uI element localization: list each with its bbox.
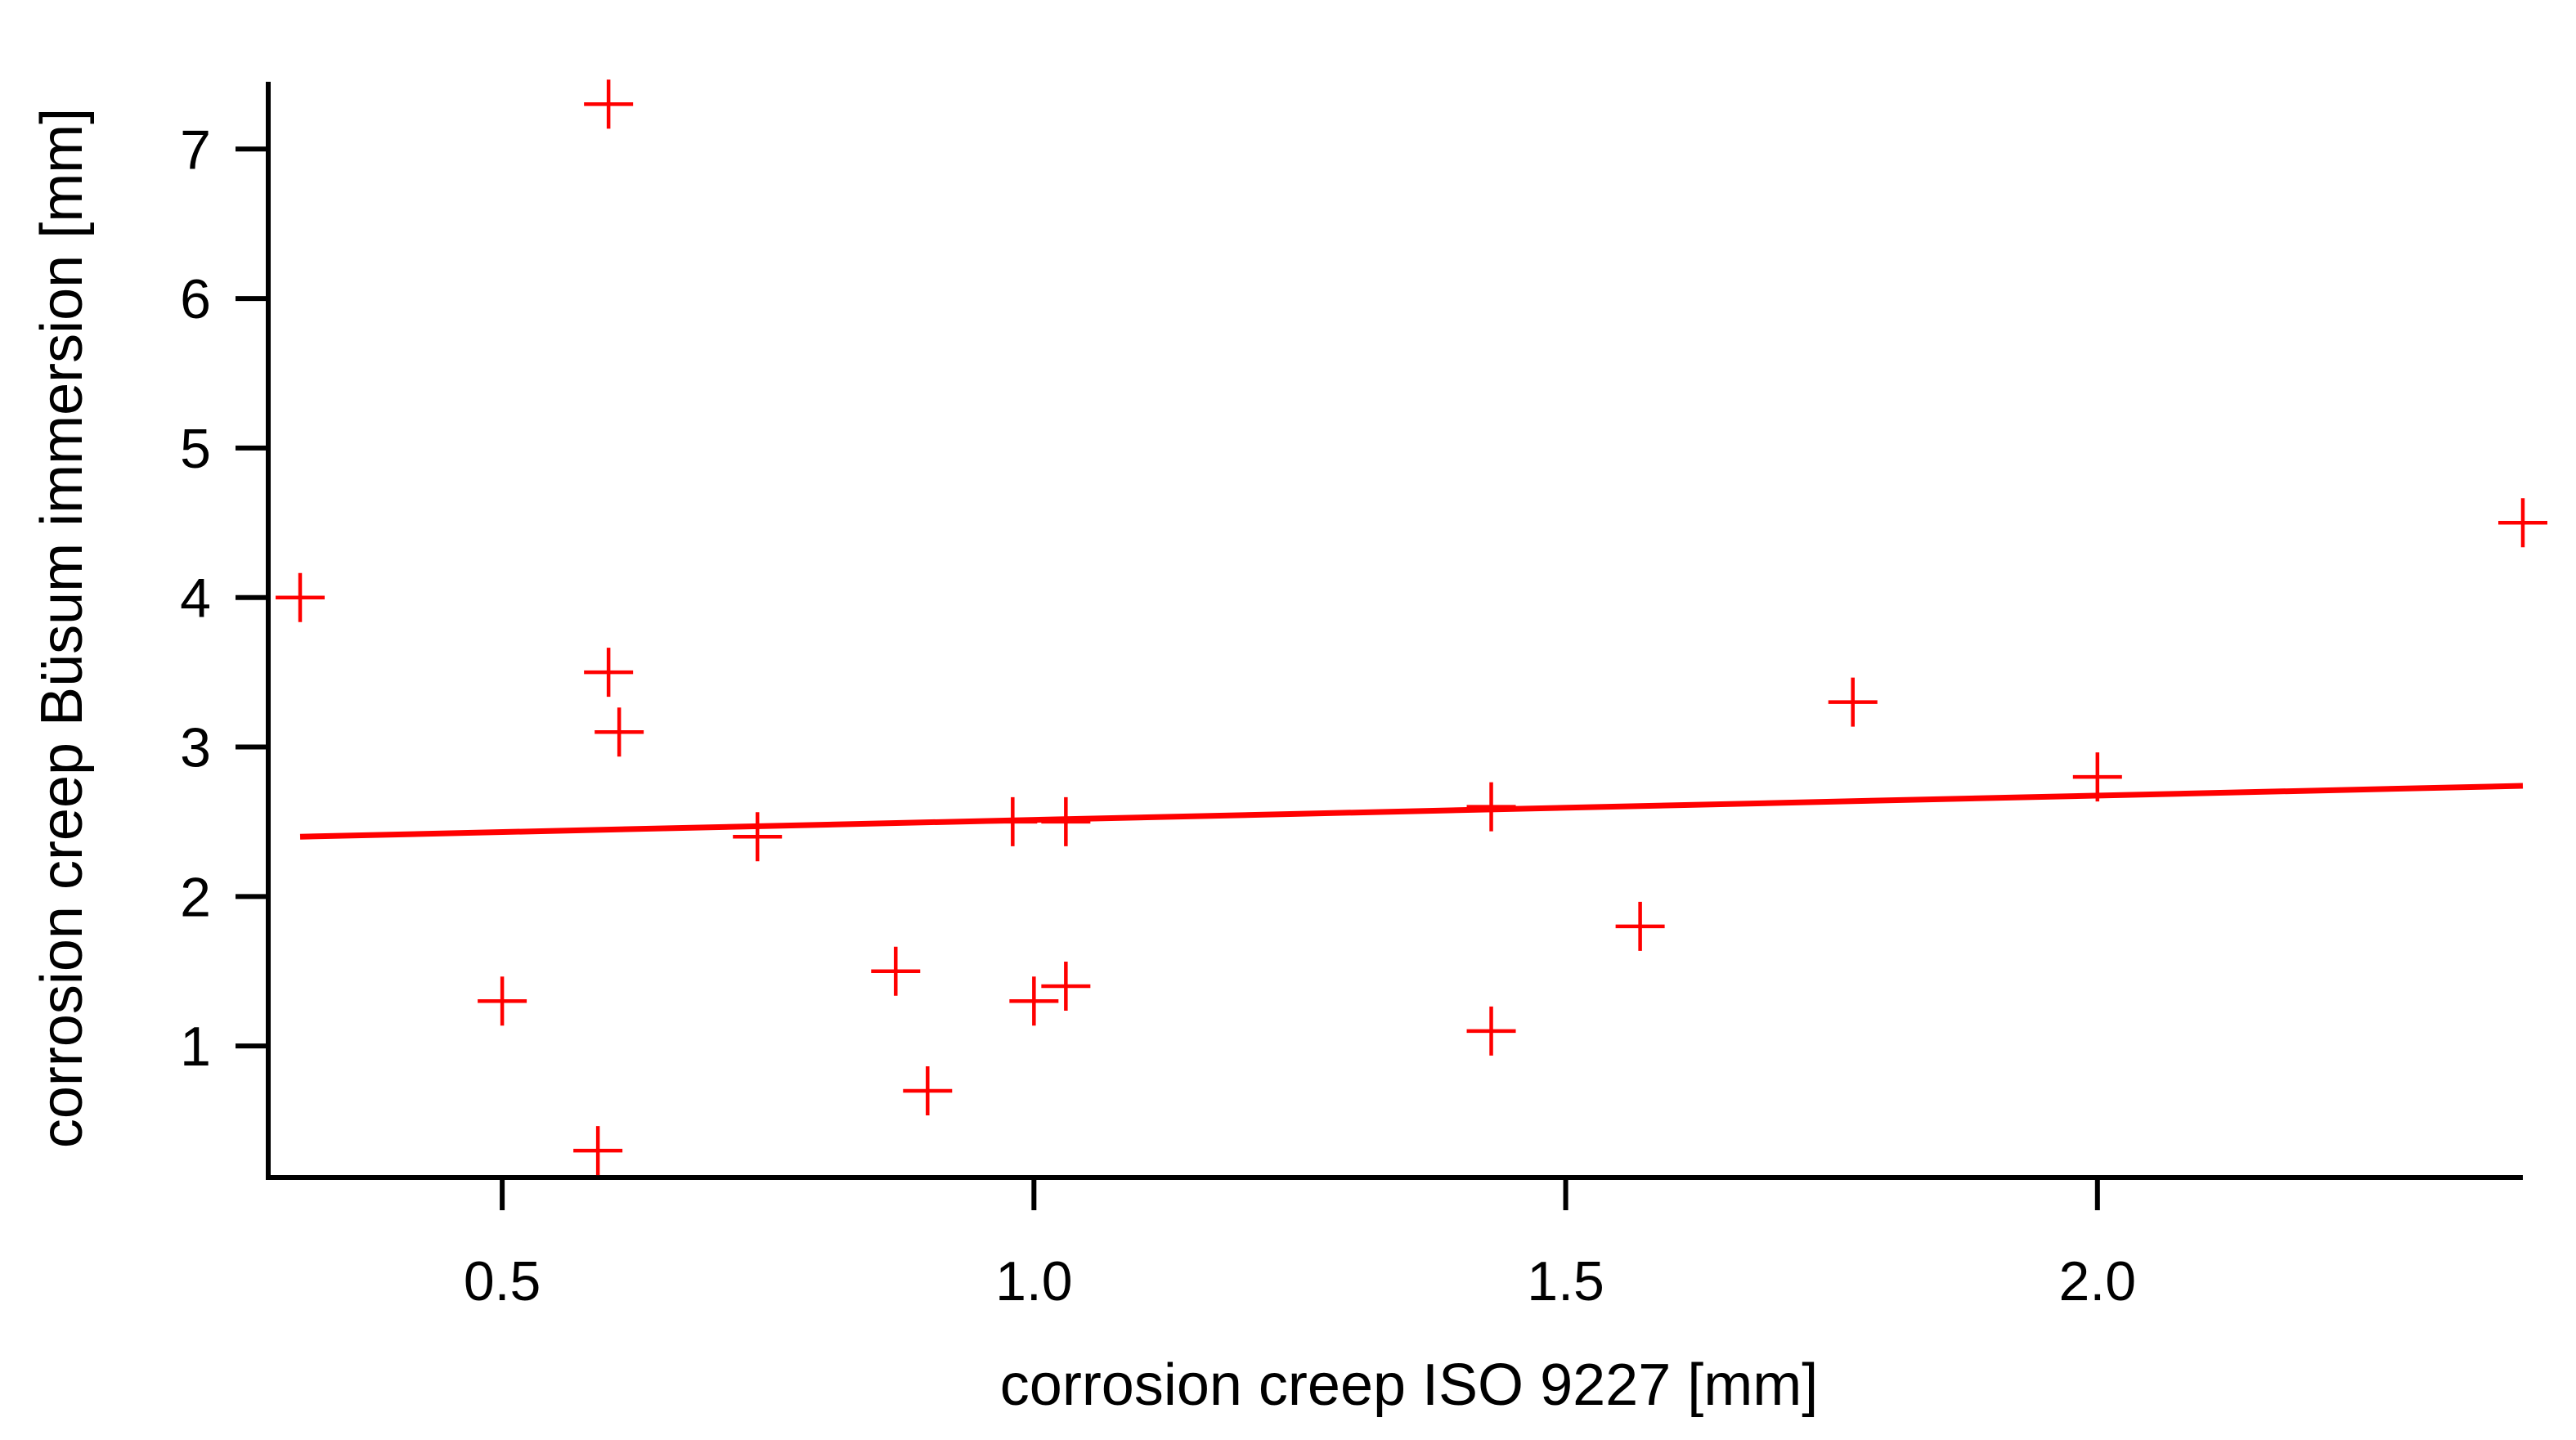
x-axis-ticks: 0.5 1.0 1.5 2.0	[464, 1178, 2136, 1312]
y-tick-label: 2	[180, 866, 211, 928]
data-point	[871, 946, 921, 996]
data-point	[1466, 782, 1516, 832]
data-point	[1041, 962, 1091, 1012]
x-tick-label: 2.0	[2059, 1250, 2137, 1312]
y-tick-label: 5	[180, 418, 211, 480]
data-point	[1466, 1006, 1516, 1056]
data-point	[2498, 498, 2547, 548]
data-point	[1615, 901, 1665, 951]
data-point	[733, 812, 783, 862]
x-axis-label: corrosion creep ISO 9227 [mm]	[1000, 1353, 1818, 1418]
data-point	[276, 572, 325, 622]
y-tick-label: 3	[180, 717, 211, 779]
data-point	[584, 648, 634, 698]
data-points	[276, 79, 2547, 1176]
y-axis-ticks: 1 2 3 4 5 6 7	[180, 119, 268, 1078]
y-tick-label: 7	[180, 119, 211, 181]
data-point	[1009, 976, 1059, 1026]
x-tick-label: 1.5	[1527, 1250, 1604, 1312]
y-tick-label: 1	[180, 1016, 211, 1078]
data-point	[584, 79, 634, 129]
y-tick-label: 6	[180, 268, 211, 330]
y-tick-label: 4	[180, 567, 211, 630]
data-point	[903, 1065, 953, 1115]
x-tick-label: 0.5	[464, 1250, 541, 1312]
data-point	[1041, 796, 1091, 846]
trendline-group	[299, 783, 2524, 840]
axes	[266, 82, 2523, 1180]
data-point	[2072, 752, 2122, 802]
data-point	[595, 707, 644, 757]
data-point	[478, 976, 527, 1026]
x-tick-label: 1.0	[995, 1250, 1073, 1312]
y-axis-label: corrosion creep Büsum immersion [mm]	[29, 108, 95, 1148]
trendline	[299, 783, 2524, 840]
data-point	[573, 1126, 623, 1176]
data-point	[1828, 677, 1878, 727]
data-point	[988, 796, 1038, 846]
